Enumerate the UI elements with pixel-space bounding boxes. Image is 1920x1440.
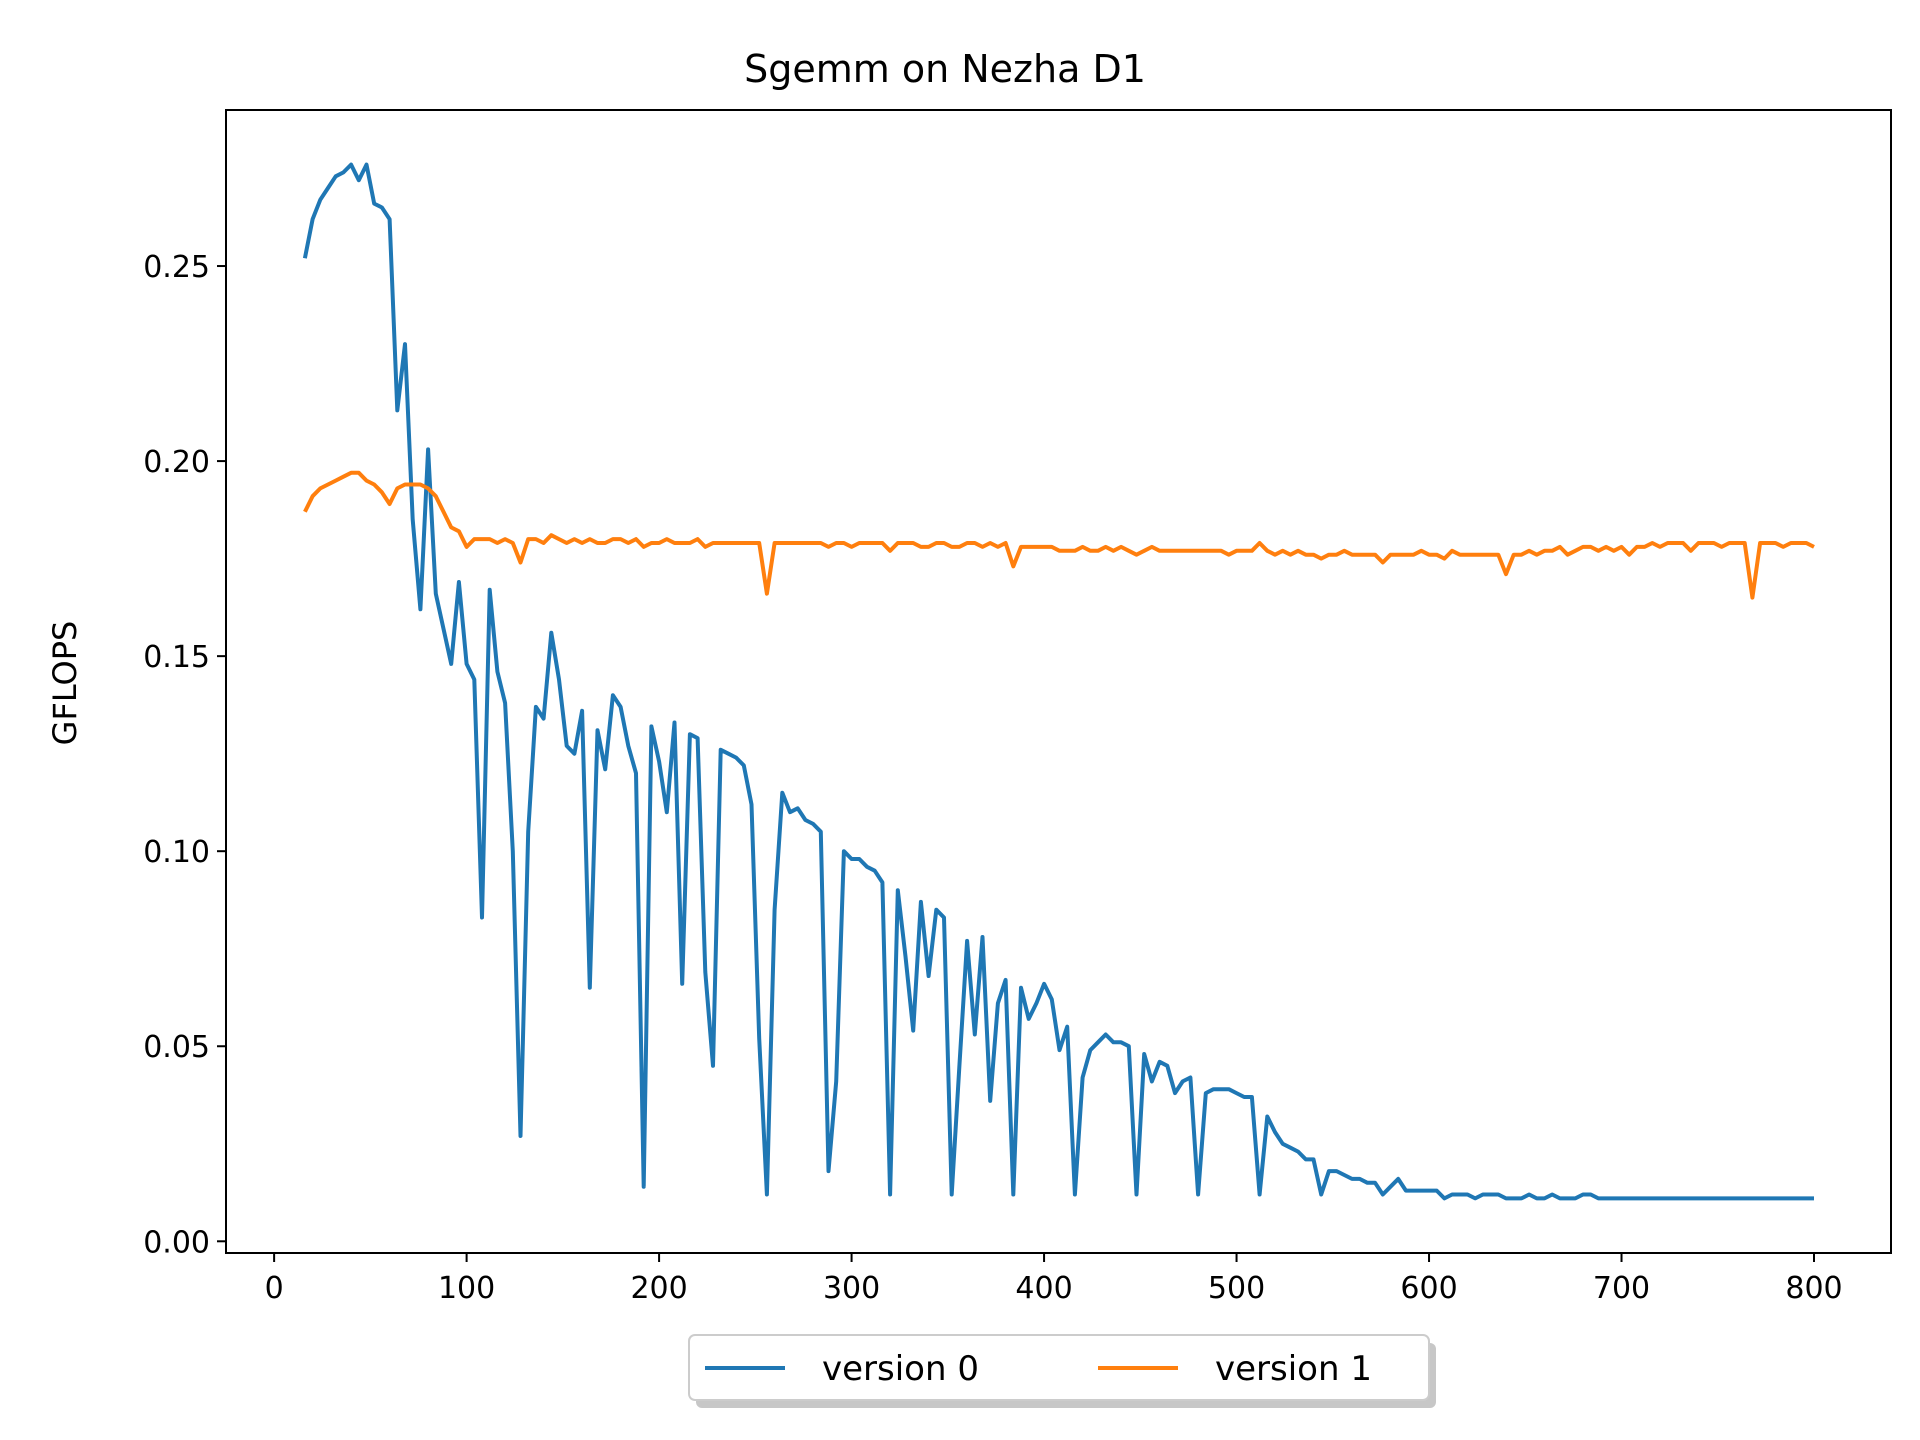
y-tick-label: 0.10: [143, 835, 210, 870]
x-tick-label: 0: [265, 1271, 284, 1306]
y-tick-label: 0.15: [143, 640, 210, 675]
x-tick-label: 300: [823, 1271, 880, 1306]
y-tick-label: 0.25: [143, 250, 210, 285]
legend-label-version-1: version 1: [1215, 1349, 1372, 1389]
series-layer: [302, 162, 1815, 1201]
x-axis: 0 100 200 300 400 500 600 700 800: [265, 1253, 1843, 1306]
y-axis-label: GFLOPS: [46, 621, 84, 746]
x-tick-label: 500: [1208, 1271, 1265, 1306]
legend-label-version-0: version 0: [822, 1349, 979, 1389]
x-tick-label: 400: [1015, 1271, 1072, 1306]
plot-frame: [225, 109, 1892, 1254]
y-tick-label: 0.20: [143, 445, 210, 480]
y-axis: 0.00 0.05 0.10 0.15 0.20 0.25: [143, 250, 226, 1260]
x-tick-label: 600: [1400, 1271, 1457, 1306]
series-line-version-1: [303, 470, 1815, 600]
x-tick-label: 200: [630, 1271, 687, 1306]
y-tick-label: 0.00: [143, 1225, 210, 1260]
legend: version 0 version 1: [688, 1334, 1436, 1408]
legend-box: [688, 1334, 1430, 1401]
x-tick-label: 100: [438, 1271, 495, 1306]
series-line-version-0: [302, 162, 1814, 1201]
y-tick-label: 0.05: [143, 1030, 210, 1065]
x-tick-label: 700: [1593, 1271, 1650, 1306]
chart-title: Sgemm on Nezha D1: [744, 47, 1146, 91]
x-tick-label: 800: [1785, 1271, 1842, 1306]
